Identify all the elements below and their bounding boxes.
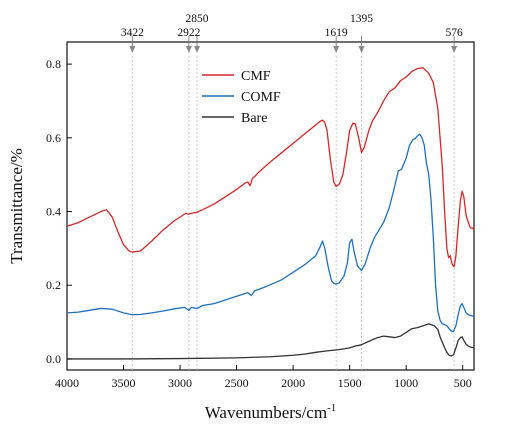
x-tick-label: 4000 [55,376,79,390]
peak-label: 576 [445,27,463,39]
x-tick-label: 3000 [168,376,192,390]
legend-label: COMF [241,90,281,105]
peak-label: 1395 [350,13,373,25]
legend: CMF COMF Bare [202,69,281,126]
x-axis: 4000 3500 3000 2500 2000 1500 1000 500 [55,365,472,390]
y-tick-label: 0.8 [46,57,61,71]
peak-arrow-head [129,46,136,53]
peak-arrow-head [185,46,192,53]
peak-label: 3422 [121,27,144,39]
y-tick-label: 0.2 [46,278,61,292]
plot-frame [66,41,475,371]
peak-arrow-head [451,46,458,53]
peak-label: 2922 [177,27,200,39]
x-tick-label: 500 [454,376,472,390]
y-axis-title: Transmittance/% [7,148,26,264]
y-tick-label: 0.4 [46,205,61,219]
x-tick-label: 2000 [281,376,305,390]
series-line-comf [66,133,475,332]
peak-arrow-head [358,46,365,53]
peak-arrow-head [333,46,340,53]
x-tick-label: 1000 [394,376,418,390]
series-line-cmf [66,67,475,268]
legend-label: CMF [241,69,271,84]
series-lines [66,67,475,360]
peak-label: 1619 [325,27,348,39]
legend-label: Bare [241,111,267,126]
x-axis-title: Wavenumbers/cm-1 [205,402,336,422]
x-tick-label: 3500 [112,376,136,390]
y-axis: 0.0 0.2 0.4 0.6 0.8 [46,57,72,366]
series-line-bare [67,323,475,360]
y-tick-label: 0.0 [46,352,61,366]
x-tick-label: 1500 [338,376,362,390]
x-tick-label: 2500 [225,376,249,390]
peak-arrow-head [194,46,201,53]
y-tick-label: 0.6 [46,131,61,145]
peak-label: 2850 [186,13,209,25]
